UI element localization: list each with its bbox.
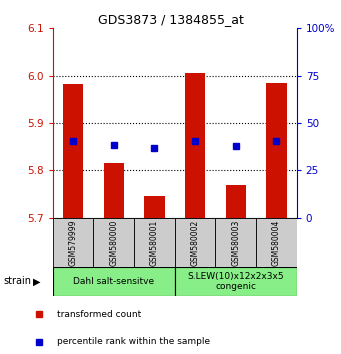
Bar bbox=[256, 218, 297, 267]
Bar bbox=[216, 218, 256, 267]
Text: GDS3873 / 1384855_at: GDS3873 / 1384855_at bbox=[98, 13, 243, 26]
Text: GSM579999: GSM579999 bbox=[69, 219, 78, 266]
Bar bbox=[104, 163, 124, 218]
Bar bbox=[93, 218, 134, 267]
Bar bbox=[53, 218, 93, 267]
Text: percentile rank within the sample: percentile rank within the sample bbox=[57, 337, 210, 347]
Bar bbox=[63, 84, 83, 218]
Text: strain: strain bbox=[3, 276, 31, 286]
Text: ▶: ▶ bbox=[33, 276, 41, 286]
Bar bbox=[266, 83, 286, 218]
Bar bbox=[134, 218, 175, 267]
Text: GSM580002: GSM580002 bbox=[191, 219, 199, 266]
Bar bbox=[175, 267, 297, 296]
Text: transformed count: transformed count bbox=[57, 310, 142, 319]
Bar bbox=[175, 218, 216, 267]
Bar bbox=[225, 184, 246, 218]
Bar bbox=[185, 73, 205, 218]
Bar bbox=[144, 196, 165, 218]
Text: GSM580001: GSM580001 bbox=[150, 219, 159, 266]
Bar bbox=[53, 267, 175, 296]
Text: S.LEW(10)x12x2x3x5
congenic: S.LEW(10)x12x2x3x5 congenic bbox=[188, 272, 284, 291]
Text: GSM580000: GSM580000 bbox=[109, 219, 118, 266]
Text: GSM580003: GSM580003 bbox=[231, 219, 240, 266]
Text: Dahl salt-sensitve: Dahl salt-sensitve bbox=[73, 277, 154, 286]
Text: GSM580004: GSM580004 bbox=[272, 219, 281, 266]
